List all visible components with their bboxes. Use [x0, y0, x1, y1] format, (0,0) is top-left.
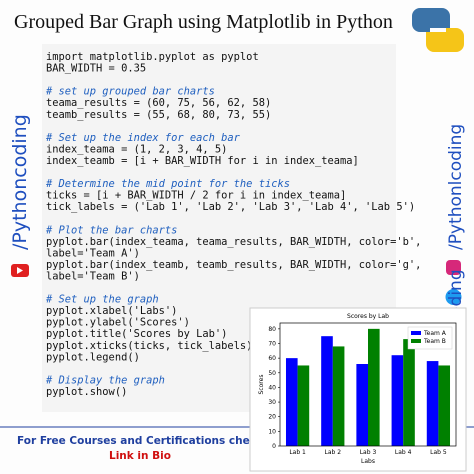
code-line: label='Team A') — [46, 247, 140, 259]
code: import matplotlib.pyplot as pyplotBAR_WI… — [45, 51, 421, 398]
code-line: BAR_WIDTH = 0.35 — [46, 63, 146, 75]
bar — [368, 328, 380, 446]
side-left: /Pythoncoding — [9, 114, 31, 250]
code-line: # Set up the index for each bar — [45, 132, 241, 144]
y-tick-label: 10 — [268, 428, 276, 435]
code-line: index_teama = (1, 2, 3, 4, 5) — [46, 143, 227, 155]
bar — [297, 365, 310, 446]
code-line: tick_labels = ('Lab 1', 'Lab 2', 'Lab 3'… — [46, 201, 415, 213]
y-tick-label: 20 — [268, 414, 276, 421]
y-tick-label: 70 — [268, 341, 276, 348]
x-tick-label: Lab 3 — [360, 449, 377, 456]
code-line: label='Team B') — [46, 270, 140, 282]
bar — [426, 361, 439, 446]
code-line: # set up grouped bar charts — [45, 86, 215, 98]
code-line: index_teamb = [i + BAR_WIDTH for i in in… — [46, 155, 359, 167]
telegram-icon — [445, 289, 462, 305]
x-tick-label: Lab 1 — [289, 449, 306, 456]
code-line: pyplot.xticks(ticks, tick_labels) — [46, 340, 252, 352]
code-line: pyplot.title('Scores by Lab') — [46, 328, 227, 340]
bar — [391, 355, 404, 446]
x-axis-title: Labs — [361, 458, 375, 465]
instagram-icon — [446, 260, 461, 275]
footer-line2: Link in Bio — [109, 450, 171, 462]
bar — [285, 358, 298, 446]
code-line: # Plot the bar charts — [45, 224, 177, 236]
y-tick-label: 0 — [272, 443, 276, 450]
footer-line1: For Free Courses and Certifications chec… — [17, 435, 264, 447]
plot-frame — [279, 322, 457, 447]
y-tick-label: 80 — [268, 326, 276, 333]
side-right: /Pythonlcoding — [446, 124, 466, 250]
y-axis-title: Scores — [258, 375, 265, 395]
python-logo — [412, 8, 464, 52]
code-line: pyplot.bar(index_teama, teama_results, B… — [46, 236, 421, 248]
bar — [403, 339, 415, 446]
code-line: pyplot.ylabel('Scores') — [46, 317, 190, 329]
bar — [356, 364, 368, 446]
y-tick-label: 30 — [268, 399, 276, 406]
code-line: # Set up the graph — [45, 294, 159, 306]
bar — [438, 365, 451, 446]
chart-title: Scores by Lab — [347, 313, 389, 320]
legend-swatch — [411, 331, 421, 335]
code-line: # Determine the mid point for the ticks — [45, 178, 290, 190]
y-tick-label: 40 — [268, 384, 276, 391]
legend-label: Team A — [423, 330, 447, 337]
code-line: teamb_results = (55, 68, 80, 73, 55) — [46, 109, 271, 121]
legend-label: Team B — [423, 338, 446, 345]
code-line: ticks = [i + BAR_WIDTH / 2 for i in inde… — [46, 190, 346, 202]
code-line: import matplotlib.pyplot as pyplot — [46, 51, 259, 63]
legend-swatch — [411, 339, 421, 343]
code-line: pyplot.legend() — [46, 351, 140, 363]
title: Grouped Bar Graph using Matplotlib in Py… — [14, 11, 393, 33]
bar — [321, 336, 333, 446]
bar — [332, 346, 345, 446]
x-tick-label: Lab 4 — [395, 449, 412, 456]
x-tick-label: Lab 5 — [430, 449, 447, 456]
code-line: # Display the graph — [45, 374, 165, 386]
code-line: teama_results = (60, 75, 56, 62, 58) — [46, 97, 271, 109]
chart: Scores by Lab 0 10 20 30 40 50 60 70 80 Lab 1 Lab 2… — [258, 313, 457, 465]
code-line: pyplot.xlabel('Labs') — [46, 305, 177, 317]
code-line: pyplot.bar(index_teamb, teamb_results, B… — [46, 259, 421, 271]
x-tick-label: Lab 2 — [325, 449, 342, 456]
youtube-play — [17, 267, 23, 274]
y-tick-label: 50 — [268, 370, 276, 377]
y-tick-label: 60 — [268, 355, 276, 362]
code-line: pyplot.show() — [46, 386, 127, 398]
